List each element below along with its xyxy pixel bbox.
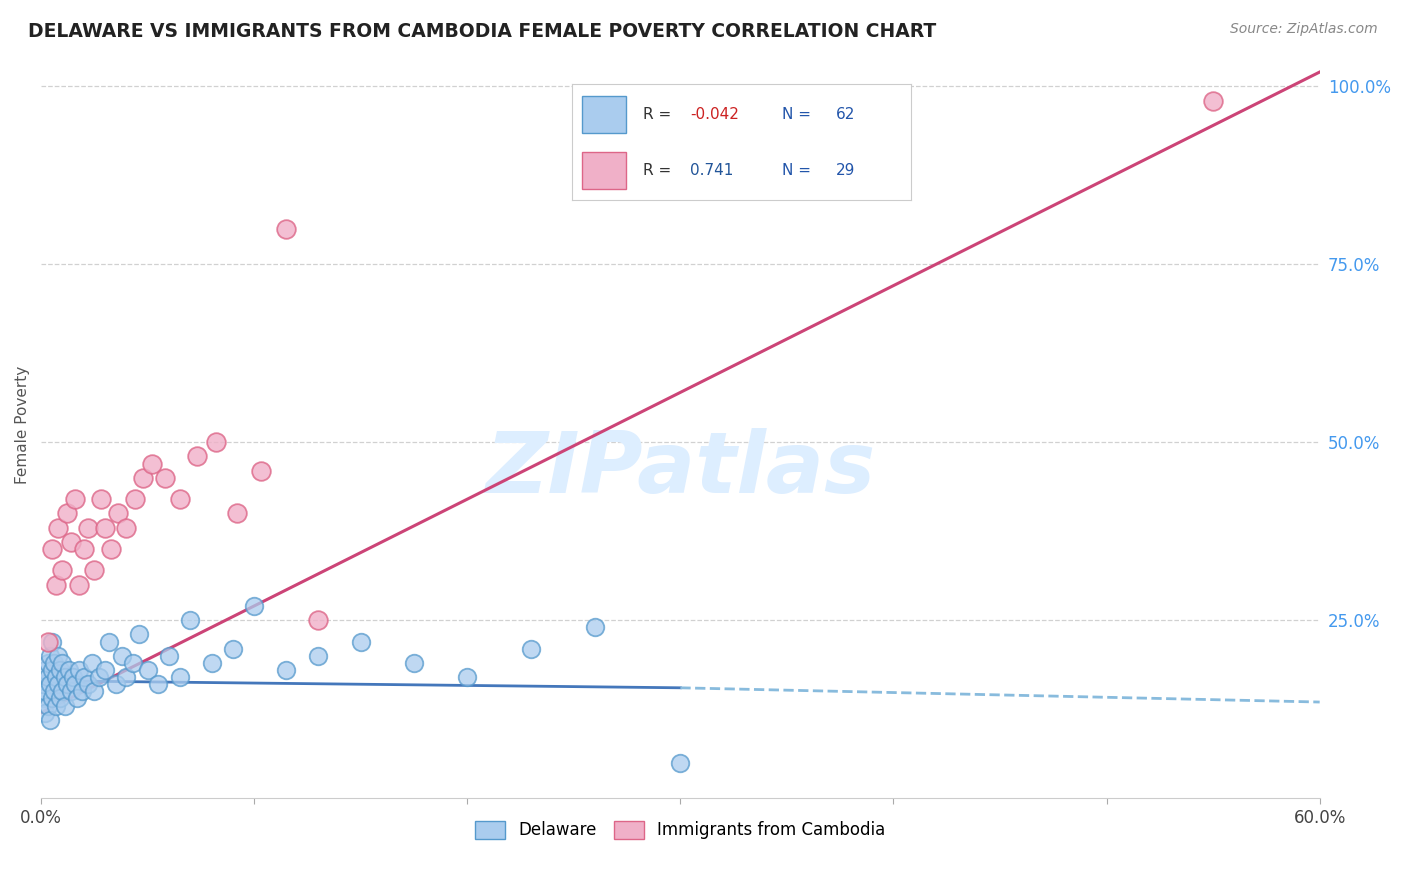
Point	[87, 670, 110, 684]
Point	[38, 677, 60, 691]
Point	[41, 663, 63, 677]
Point	[1202, 94, 1225, 108]
Legend: Delaware, Immigrants from Cambodia: Delaware, Immigrants from Cambodia	[468, 814, 891, 846]
Point	[34, 684, 56, 698]
Point	[205, 435, 228, 450]
Point	[69, 663, 91, 677]
Point	[186, 450, 208, 464]
Text: DELAWARE VS IMMIGRANTS FROM CAMBODIA FEMALE POVERTY CORRELATION CHART: DELAWARE VS IMMIGRANTS FROM CAMBODIA FEM…	[28, 22, 936, 41]
Point	[45, 698, 67, 713]
Point	[82, 656, 104, 670]
Point	[37, 656, 59, 670]
Point	[42, 684, 65, 698]
Point	[59, 684, 82, 698]
Point	[32, 691, 55, 706]
Point	[132, 471, 155, 485]
Point	[115, 521, 138, 535]
Point	[153, 471, 176, 485]
Point	[63, 492, 86, 507]
Point	[104, 677, 127, 691]
Point	[107, 507, 129, 521]
Point	[100, 541, 122, 556]
Point	[136, 663, 159, 677]
Point	[243, 599, 266, 613]
Point	[456, 670, 478, 684]
Point	[45, 670, 67, 684]
Point	[69, 577, 91, 591]
Point	[73, 670, 96, 684]
Point	[41, 634, 63, 648]
Point	[669, 756, 692, 770]
Point	[520, 641, 543, 656]
Point	[37, 670, 59, 684]
Point	[73, 541, 96, 556]
Point	[38, 713, 60, 727]
Point	[307, 648, 329, 663]
Point	[55, 507, 77, 521]
Point	[90, 492, 112, 507]
Point	[307, 613, 329, 627]
Point	[226, 507, 249, 521]
Point	[38, 648, 60, 663]
Point	[51, 563, 73, 577]
Point	[157, 648, 180, 663]
Point	[45, 577, 67, 591]
Point	[128, 627, 150, 641]
Point	[41, 691, 63, 706]
Point	[583, 620, 606, 634]
Point	[276, 221, 298, 235]
Point	[402, 656, 425, 670]
Point	[37, 634, 59, 648]
Point	[94, 663, 117, 677]
Point	[41, 541, 63, 556]
Point	[32, 677, 55, 691]
Point	[77, 521, 100, 535]
Point	[51, 684, 73, 698]
Point	[59, 534, 82, 549]
Point	[70, 684, 93, 698]
Point	[249, 464, 271, 478]
Point	[53, 670, 76, 684]
Point	[66, 691, 89, 706]
Point	[148, 677, 170, 691]
Point	[62, 670, 84, 684]
Point	[51, 656, 73, 670]
Point	[63, 677, 86, 691]
Point	[55, 677, 77, 691]
Point	[124, 492, 146, 507]
Point	[49, 663, 72, 677]
Point	[98, 634, 121, 648]
Point	[83, 684, 105, 698]
Point	[53, 698, 76, 713]
Point	[350, 634, 373, 648]
Point	[46, 648, 69, 663]
Point	[37, 698, 59, 713]
Point	[42, 656, 65, 670]
Text: ZIPatlas: ZIPatlas	[485, 428, 876, 511]
Point	[121, 656, 143, 670]
Point	[34, 706, 56, 720]
Point	[58, 663, 80, 677]
Point	[169, 670, 191, 684]
Point	[115, 670, 138, 684]
Point	[83, 563, 105, 577]
Point	[46, 677, 69, 691]
Point	[200, 656, 222, 670]
Point	[276, 663, 298, 677]
Point	[179, 613, 201, 627]
Point	[34, 663, 56, 677]
Text: Source: ZipAtlas.com: Source: ZipAtlas.com	[1230, 22, 1378, 37]
Point	[141, 457, 163, 471]
Point	[94, 521, 117, 535]
Point	[111, 648, 134, 663]
Point	[169, 492, 191, 507]
Point	[49, 691, 72, 706]
Point	[46, 521, 69, 535]
Point	[222, 641, 245, 656]
Point	[77, 677, 100, 691]
Y-axis label: Female Poverty: Female Poverty	[15, 366, 30, 483]
